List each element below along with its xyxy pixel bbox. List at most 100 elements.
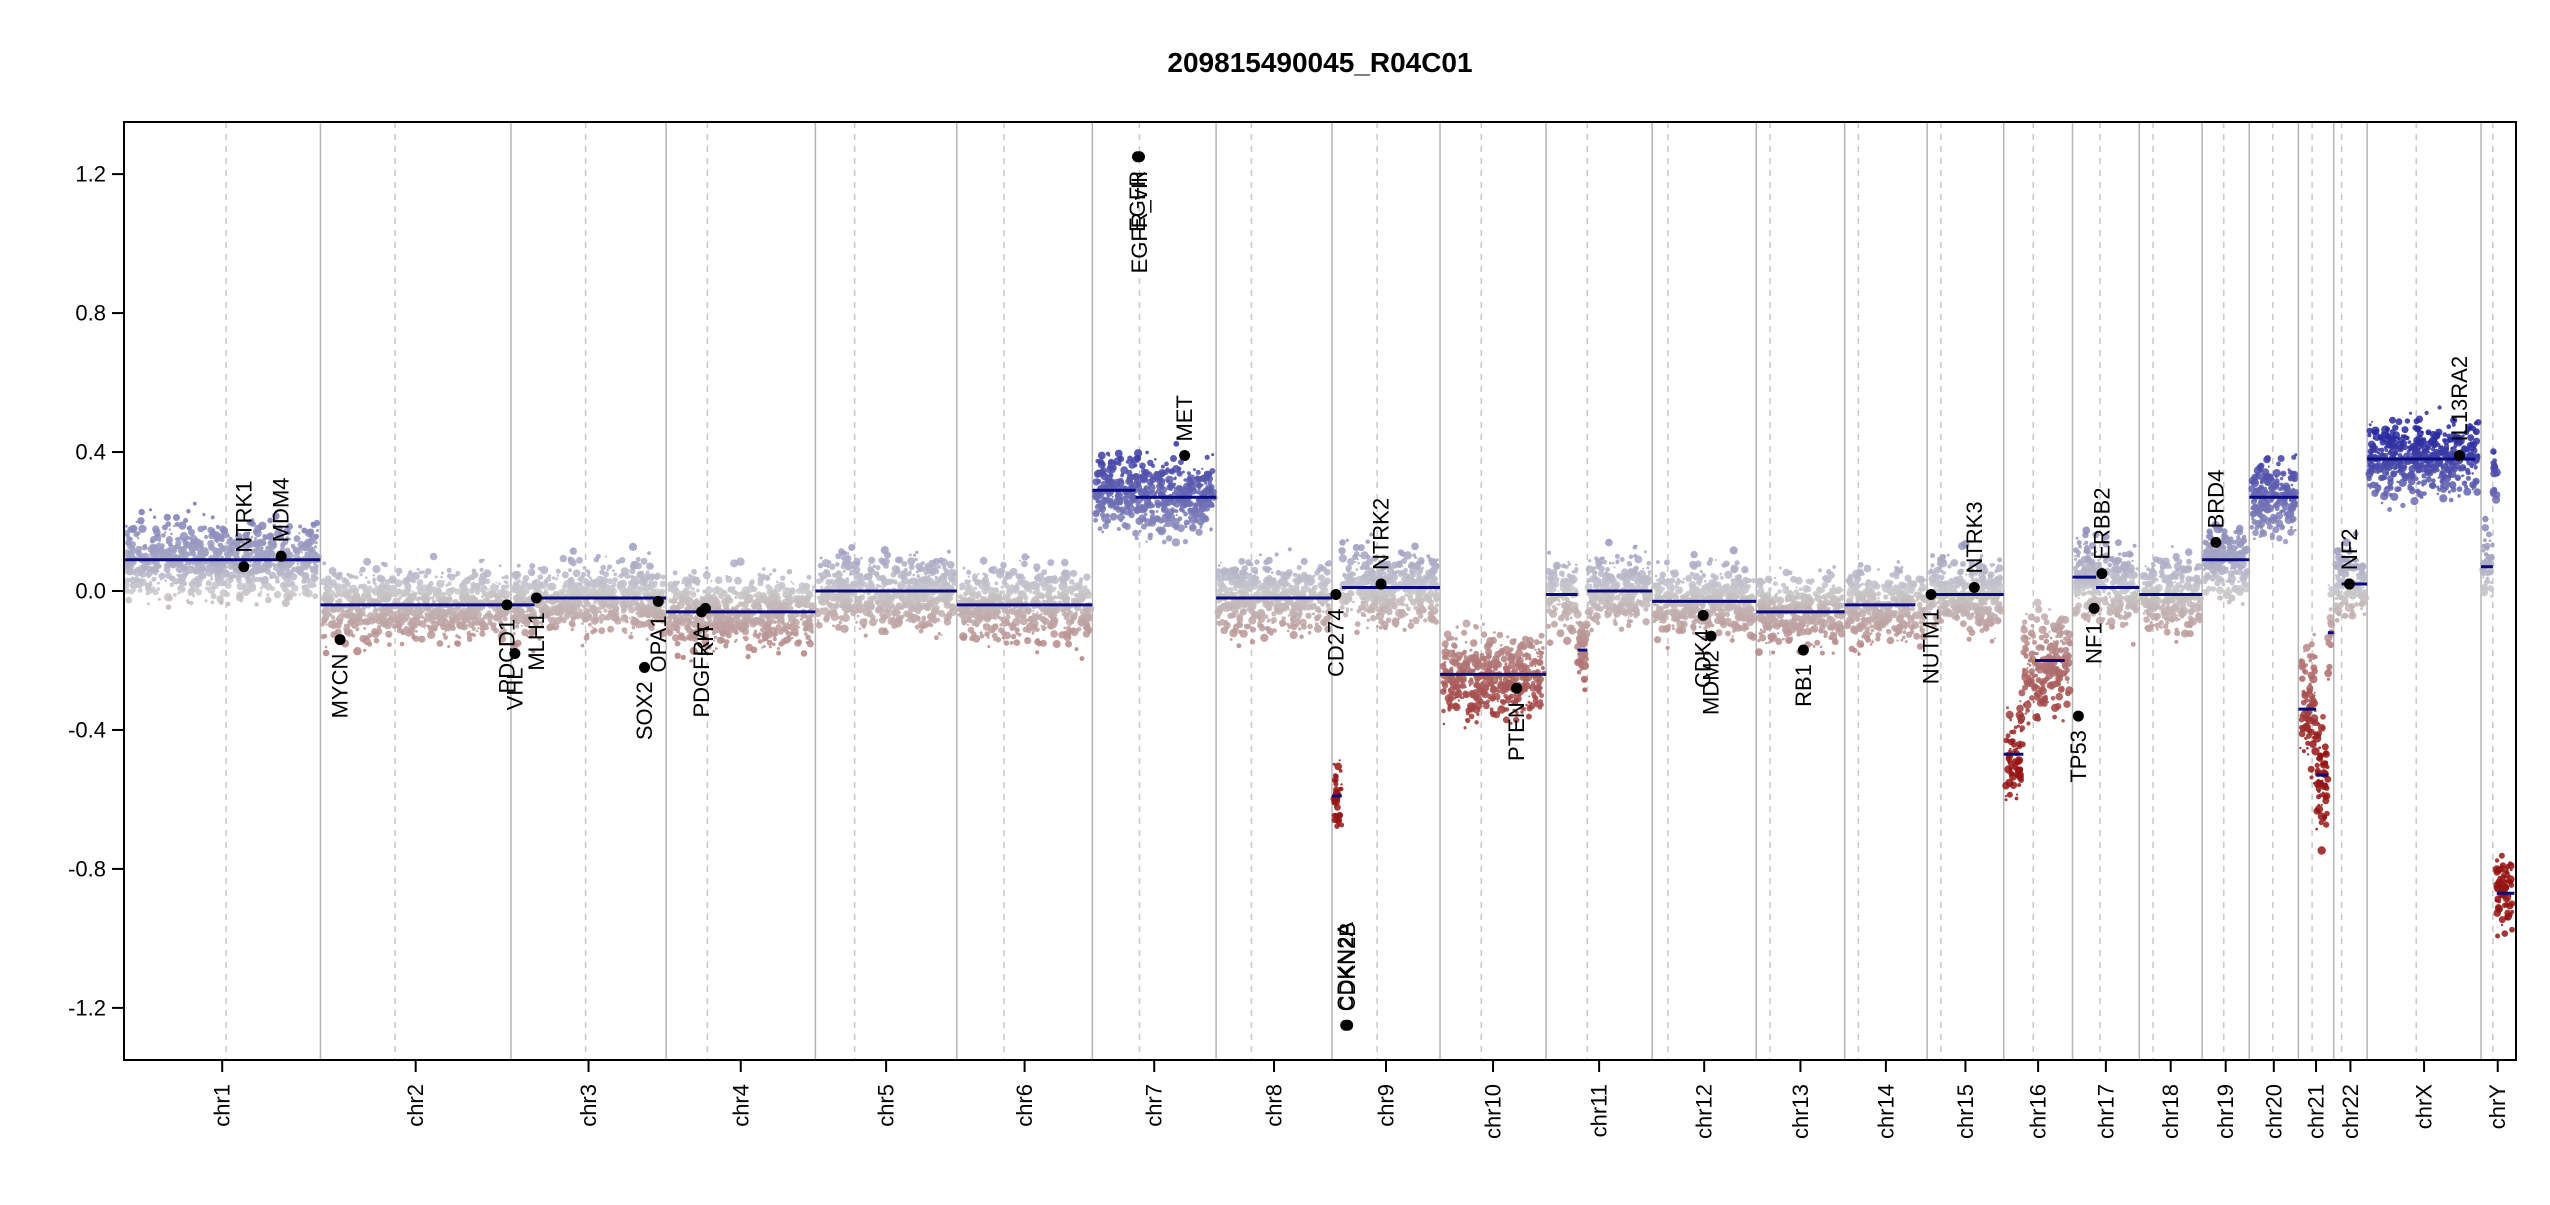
probe-point: [341, 601, 343, 603]
probe-point: [180, 577, 185, 582]
probe-point: [408, 570, 412, 574]
probe-point: [315, 541, 318, 544]
probe-point: [764, 600, 767, 603]
probe-point: [377, 625, 381, 629]
probe-point: [490, 584, 498, 592]
probe-point: [776, 581, 779, 584]
probe-point: [1040, 613, 1042, 615]
probe-point: [1020, 612, 1027, 619]
probe-point: [660, 581, 666, 587]
probe-point: [795, 600, 797, 602]
probe-point: [1077, 627, 1082, 632]
probe-point: [568, 557, 573, 562]
probe-point: [613, 606, 619, 612]
probe-point: [867, 566, 873, 572]
probe-point: [151, 549, 156, 554]
probe-point: [160, 543, 164, 547]
probe-point: [367, 580, 371, 584]
probe-point: [150, 583, 153, 586]
probe-point: [424, 612, 427, 615]
probe-point: [606, 568, 609, 571]
probe-point: [257, 593, 262, 598]
probe-point: [517, 588, 520, 591]
probe-point: [341, 610, 344, 613]
probe-point: [1071, 598, 1076, 603]
probe-point: [225, 592, 231, 598]
probe-point: [1080, 656, 1085, 661]
probe-point: [468, 575, 473, 580]
probe-point: [387, 642, 392, 647]
probe-point: [170, 533, 173, 536]
probe-point: [568, 568, 572, 572]
probe-point: [1183, 539, 1188, 544]
probe-point: [385, 631, 392, 638]
probe-point: [301, 563, 309, 571]
probe-point: [783, 585, 785, 587]
probe-point: [1149, 510, 1153, 514]
probe-point: [196, 581, 202, 587]
probe-point: [758, 581, 764, 587]
probe-point: [303, 541, 306, 544]
probe-point: [934, 635, 939, 640]
probe-point: [1124, 523, 1131, 530]
probe-point: [166, 536, 173, 543]
probe-point: [642, 576, 647, 581]
probe-point: [138, 525, 146, 533]
probe-point: [452, 607, 454, 609]
probe-point: [742, 591, 744, 593]
probe-point: [556, 607, 559, 610]
probe-point: [498, 582, 501, 585]
probe-point: [544, 579, 547, 582]
probe-point: [735, 581, 737, 583]
probe-point: [980, 557, 988, 565]
probe-point: [1025, 607, 1032, 614]
probe-point: [137, 582, 143, 588]
probe-point: [1211, 453, 1214, 456]
probe-point: [572, 608, 578, 614]
probe-point: [379, 576, 386, 583]
probe-point: [335, 595, 338, 598]
probe-point: [409, 594, 416, 601]
probe-point: [1048, 623, 1053, 628]
probe-point: [164, 531, 166, 533]
probe-point: [792, 583, 794, 585]
probe-point: [855, 621, 858, 624]
probe-point: [456, 618, 461, 623]
probe-point: [523, 575, 529, 581]
probe-point: [225, 582, 232, 589]
probe-point: [831, 585, 835, 589]
probe-point: [576, 557, 583, 564]
probe-point: [636, 626, 638, 628]
probe-point: [909, 554, 912, 557]
probe-point: [258, 535, 260, 537]
probe-point: [325, 624, 327, 626]
probe-point: [628, 635, 633, 640]
probe-point: [908, 614, 914, 620]
probe-point: [636, 557, 641, 562]
probe-point: [410, 606, 413, 609]
probe-point: [948, 608, 956, 616]
probe-point: [584, 588, 592, 596]
probe-point: [605, 617, 608, 620]
probe-point: [829, 564, 835, 570]
probe-point: [938, 632, 941, 635]
probe-point: [269, 572, 276, 579]
probe-point: [935, 576, 938, 579]
probe-point: [807, 575, 812, 580]
probe-point: [1148, 533, 1153, 538]
probe-point: [623, 615, 628, 620]
probe-point: [834, 605, 839, 610]
probe-point: [725, 575, 728, 578]
probe-point: [859, 594, 865, 600]
probe-point: [981, 614, 986, 619]
probe-point: [1161, 499, 1163, 501]
probe-point: [628, 604, 632, 608]
probe-point: [1176, 514, 1178, 516]
probe-point: [301, 551, 303, 553]
probe-point: [1117, 527, 1121, 531]
probe-point: [202, 513, 205, 516]
probe-point: [1013, 639, 1020, 646]
probe-point: [323, 585, 330, 592]
probe-point: [735, 639, 737, 641]
probe-point: [204, 535, 208, 539]
